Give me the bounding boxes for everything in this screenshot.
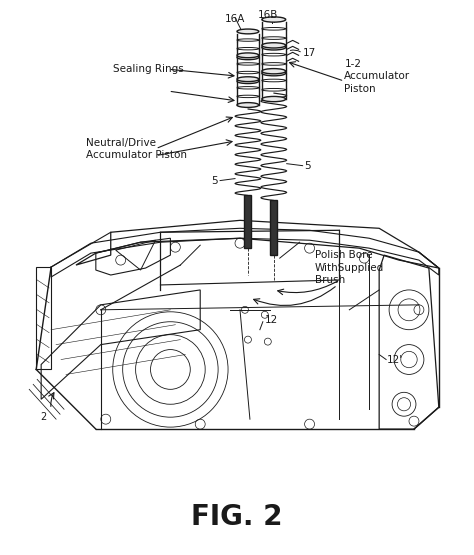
Text: 5: 5 bbox=[305, 160, 311, 170]
Ellipse shape bbox=[262, 17, 286, 22]
Ellipse shape bbox=[262, 70, 286, 76]
Text: 12': 12' bbox=[387, 355, 403, 365]
Text: 2: 2 bbox=[40, 412, 46, 422]
Text: Neutral/Drive
Accumulator Piston: Neutral/Drive Accumulator Piston bbox=[86, 138, 187, 160]
Text: Sealing Rings: Sealing Rings bbox=[113, 64, 183, 74]
Bar bbox=[245, 195, 251, 248]
Ellipse shape bbox=[262, 45, 286, 50]
Bar bbox=[270, 200, 277, 255]
Ellipse shape bbox=[237, 53, 259, 58]
Text: 12: 12 bbox=[265, 315, 278, 325]
Text: Polish Bore
WithSupplied
Brush: Polish Bore WithSupplied Brush bbox=[315, 250, 384, 285]
Text: 1-2
Accumulator
Piston: 1-2 Accumulator Piston bbox=[345, 59, 410, 94]
Ellipse shape bbox=[262, 97, 286, 102]
Ellipse shape bbox=[237, 29, 259, 34]
Ellipse shape bbox=[237, 77, 259, 82]
Text: 17: 17 bbox=[302, 48, 316, 58]
Text: 16B: 16B bbox=[258, 9, 278, 19]
Text: FIG. 2: FIG. 2 bbox=[191, 503, 283, 531]
Text: 16A: 16A bbox=[225, 13, 245, 23]
Ellipse shape bbox=[262, 69, 286, 74]
Ellipse shape bbox=[237, 55, 259, 60]
Ellipse shape bbox=[262, 43, 286, 48]
Ellipse shape bbox=[237, 103, 259, 108]
Ellipse shape bbox=[237, 79, 259, 84]
Text: 5: 5 bbox=[211, 175, 218, 185]
